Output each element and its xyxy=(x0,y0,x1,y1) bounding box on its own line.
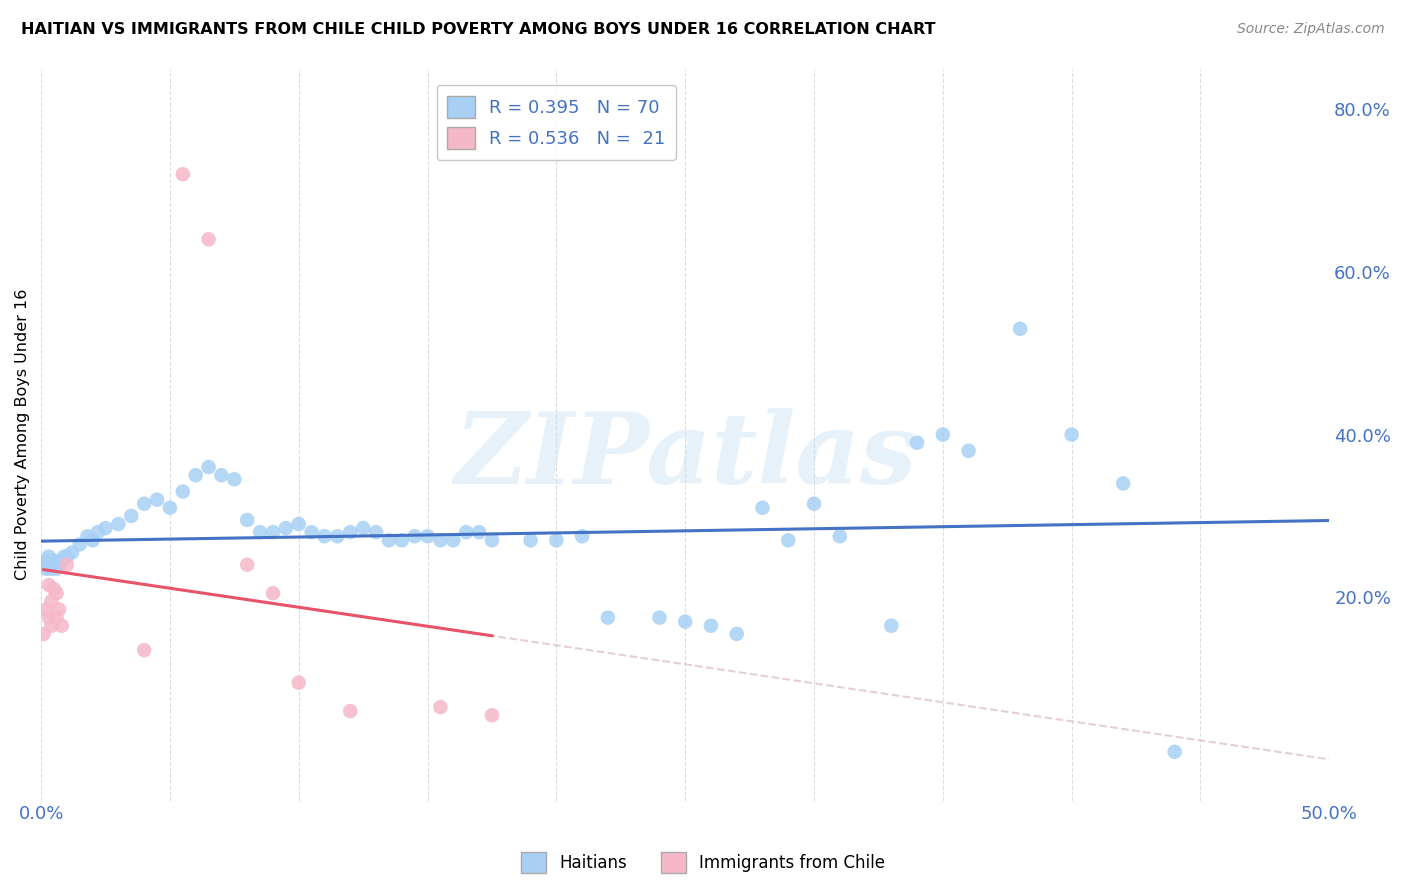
Point xyxy=(236,558,259,572)
Point xyxy=(352,521,374,535)
Point xyxy=(35,562,58,576)
Point xyxy=(38,558,60,572)
Point xyxy=(751,500,773,515)
Point xyxy=(391,533,413,548)
Point xyxy=(404,529,426,543)
Point xyxy=(41,554,63,568)
Point xyxy=(32,558,55,572)
Point xyxy=(880,618,903,632)
Point xyxy=(429,533,451,548)
Point xyxy=(416,529,439,543)
Text: ZIPatlas: ZIPatlas xyxy=(454,409,917,505)
Point xyxy=(42,558,65,572)
Point xyxy=(1010,322,1032,336)
Point xyxy=(571,529,593,543)
Point xyxy=(172,484,194,499)
Point xyxy=(700,618,723,632)
Point xyxy=(456,525,478,540)
Y-axis label: Child Poverty Among Boys Under 16: Child Poverty Among Boys Under 16 xyxy=(15,289,30,581)
Point xyxy=(35,602,58,616)
Point xyxy=(596,610,619,624)
Point xyxy=(35,554,58,568)
Point xyxy=(32,627,55,641)
Point xyxy=(249,525,271,540)
Point xyxy=(172,167,194,181)
Point xyxy=(38,578,60,592)
Point xyxy=(134,643,156,657)
Point xyxy=(339,704,361,718)
Point xyxy=(107,516,129,531)
Point xyxy=(159,500,181,515)
Point xyxy=(197,460,219,475)
Point xyxy=(41,594,63,608)
Point xyxy=(481,533,503,548)
Point xyxy=(82,533,104,548)
Point xyxy=(326,529,349,543)
Point xyxy=(76,529,98,543)
Point xyxy=(56,558,79,572)
Point xyxy=(932,427,955,442)
Point xyxy=(197,232,219,246)
Point xyxy=(546,533,568,548)
Point xyxy=(828,529,851,543)
Point xyxy=(378,533,401,548)
Point xyxy=(725,627,748,641)
Legend: Haitians, Immigrants from Chile: Haitians, Immigrants from Chile xyxy=(515,846,891,880)
Point xyxy=(51,618,73,632)
Point xyxy=(56,549,79,564)
Point xyxy=(314,529,336,543)
Point xyxy=(957,443,980,458)
Point xyxy=(48,602,70,616)
Point xyxy=(778,533,800,548)
Point xyxy=(38,610,60,624)
Point xyxy=(648,610,671,624)
Point xyxy=(519,533,541,548)
Point xyxy=(429,700,451,714)
Point xyxy=(301,525,323,540)
Legend: R = 0.395   N = 70, R = 0.536   N =  21: R = 0.395 N = 70, R = 0.536 N = 21 xyxy=(437,85,676,160)
Text: HAITIAN VS IMMIGRANTS FROM CHILE CHILD POVERTY AMONG BOYS UNDER 16 CORRELATION C: HAITIAN VS IMMIGRANTS FROM CHILE CHILD P… xyxy=(21,22,935,37)
Point xyxy=(468,525,491,540)
Point xyxy=(287,675,309,690)
Point xyxy=(673,615,696,629)
Point xyxy=(38,549,60,564)
Point xyxy=(1060,427,1083,442)
Point xyxy=(51,554,73,568)
Point xyxy=(905,435,928,450)
Point xyxy=(1163,745,1185,759)
Text: Source: ZipAtlas.com: Source: ZipAtlas.com xyxy=(1237,22,1385,37)
Point xyxy=(364,525,387,540)
Point xyxy=(45,610,67,624)
Point xyxy=(803,497,825,511)
Point xyxy=(262,586,284,600)
Point xyxy=(120,508,142,523)
Point xyxy=(287,516,309,531)
Point xyxy=(224,472,246,486)
Point xyxy=(134,497,156,511)
Point xyxy=(41,618,63,632)
Point xyxy=(236,513,259,527)
Point xyxy=(274,521,297,535)
Point xyxy=(87,525,110,540)
Point xyxy=(146,492,169,507)
Point xyxy=(481,708,503,723)
Point xyxy=(45,562,67,576)
Point xyxy=(53,549,76,564)
Point xyxy=(42,554,65,568)
Point xyxy=(211,468,233,483)
Point xyxy=(339,525,361,540)
Point xyxy=(42,582,65,596)
Point xyxy=(262,525,284,540)
Point xyxy=(48,558,70,572)
Point xyxy=(41,562,63,576)
Point xyxy=(184,468,207,483)
Point xyxy=(1112,476,1135,491)
Point xyxy=(94,521,117,535)
Point xyxy=(45,586,67,600)
Point xyxy=(441,533,464,548)
Point xyxy=(60,545,83,559)
Point xyxy=(69,537,91,551)
